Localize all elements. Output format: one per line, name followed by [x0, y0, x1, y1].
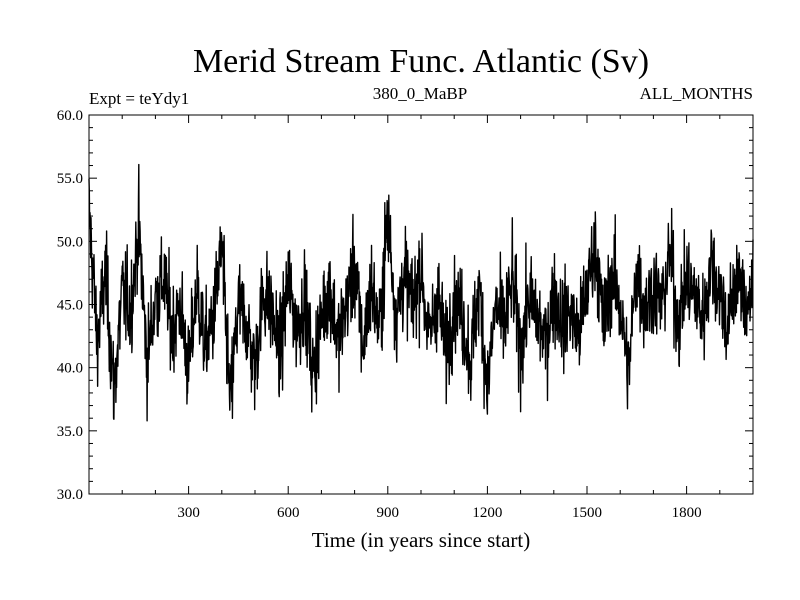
- plot-frame: [88, 114, 754, 495]
- x-tick-label: 1500: [572, 505, 602, 521]
- y-tick-label: 50.0: [57, 234, 83, 250]
- x-tick-label: 600: [277, 505, 300, 521]
- x-tick-label: 300: [177, 505, 200, 521]
- period-label: 380_0_MaBP: [373, 84, 467, 103]
- experiment-label: Expt = teYdy1: [89, 89, 189, 108]
- y-tick-label: 35.0: [57, 424, 83, 440]
- y-tick-label: 60.0: [57, 108, 83, 124]
- x-tick-label: 1200: [472, 505, 502, 521]
- y-tick-label: 45.0: [57, 298, 83, 314]
- x-tick-label: 900: [377, 505, 400, 521]
- x-axis-label: Time (in years since start): [312, 528, 531, 552]
- y-tick-label: 55.0: [57, 171, 83, 187]
- chart-title: Merid Stream Func. Atlantic (Sv): [193, 43, 649, 80]
- months-label: ALL_MONTHS: [640, 84, 753, 103]
- tick-layer: 300 600 900 1200 1500 1800 30.0 35.0 40.0 45.0 50.…: [57, 108, 753, 521]
- x-tick-label: 1800: [672, 505, 702, 521]
- series-line: [88, 163, 754, 422]
- y-tick-label: 30.0: [57, 487, 83, 503]
- y-tick-label: 40.0: [57, 361, 83, 377]
- series-layer: [88, 163, 754, 422]
